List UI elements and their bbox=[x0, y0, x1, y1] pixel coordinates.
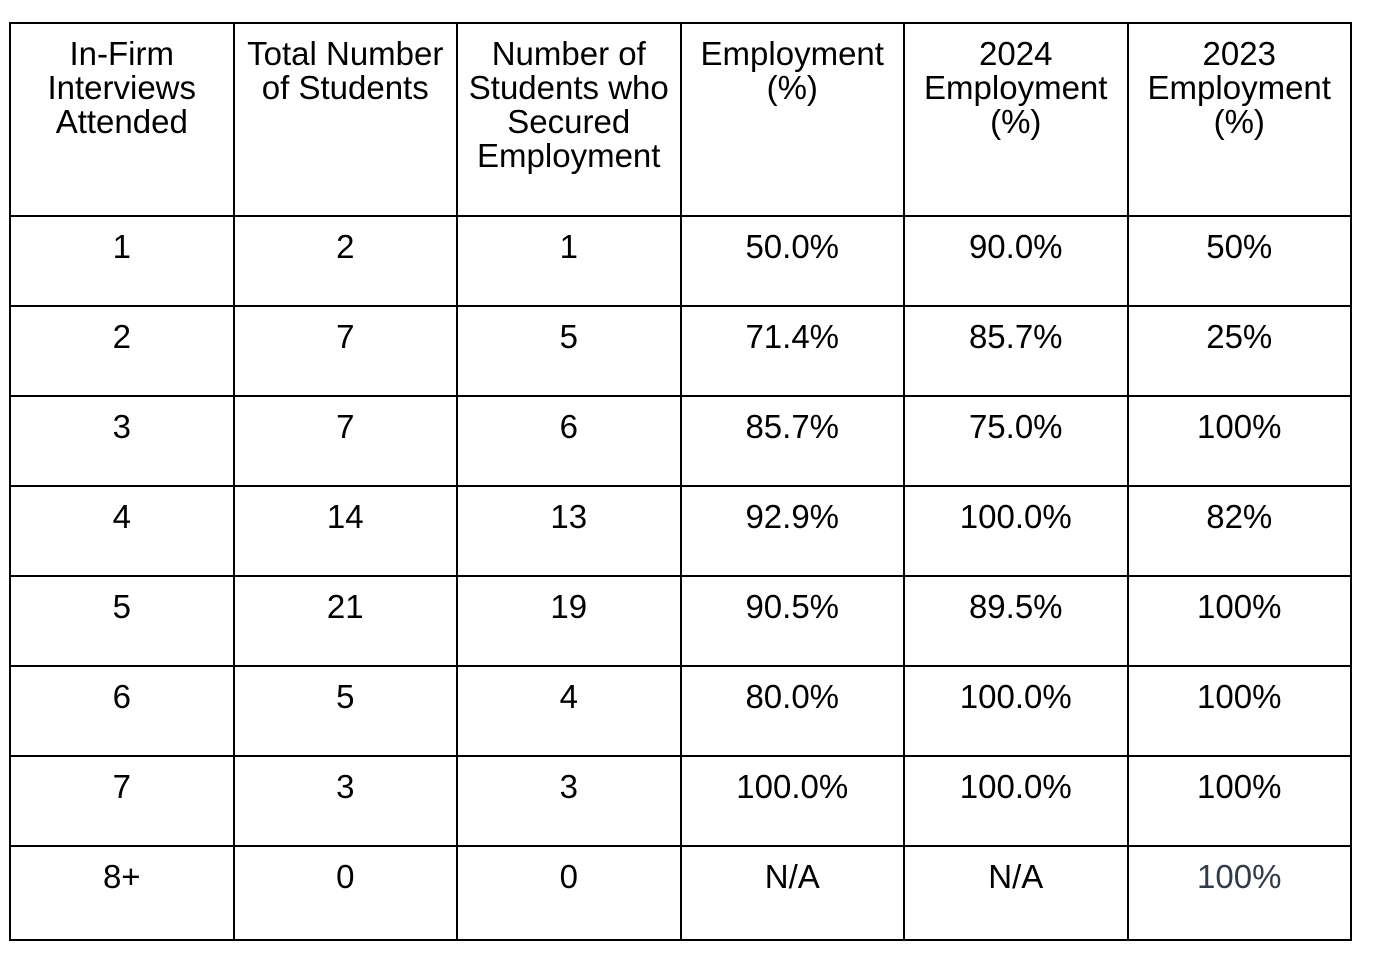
cell-secured-employment: 1 bbox=[456, 215, 682, 307]
cell-employment-pct: 100.0% bbox=[679, 755, 905, 847]
cell-total-students: 3 bbox=[232, 755, 458, 847]
cell-2023-employment-pct: 100% bbox=[1126, 575, 1352, 667]
cell-2024-employment-pct: 89.5% bbox=[903, 575, 1129, 667]
cell-total-students: 7 bbox=[232, 305, 458, 397]
table-row-interviews-3: 3 7 6 85.7% 75.0% 100% bbox=[9, 395, 1352, 487]
table-row-interviews-8-plus: 8+ 0 0 N/A N/A 100% bbox=[9, 845, 1352, 941]
cell-secured-employment: 3 bbox=[456, 755, 682, 847]
cell-2023-employment-pct: 100% bbox=[1126, 845, 1352, 941]
table-body: 1 2 1 50.0% 90.0% 50% 2 7 5 71.4% 85.7% … bbox=[9, 215, 1352, 941]
cell-2024-employment-pct: 100.0% bbox=[903, 665, 1129, 757]
cell-secured-employment: 0 bbox=[456, 845, 682, 941]
cell-total-students: 0 bbox=[232, 845, 458, 941]
cell-employment-pct: 50.0% bbox=[679, 215, 905, 307]
cell-2023-employment-pct: 82% bbox=[1126, 485, 1352, 577]
table-row-interviews-2: 2 7 5 71.4% 85.7% 25% bbox=[9, 305, 1352, 397]
cell-interviews: 4 bbox=[9, 485, 235, 577]
cell-total-students: 5 bbox=[232, 665, 458, 757]
cell-2023-employment-pct: 100% bbox=[1126, 665, 1352, 757]
cell-total-students: 14 bbox=[232, 485, 458, 577]
cell-secured-employment: 13 bbox=[456, 485, 682, 577]
cell-secured-employment: 6 bbox=[456, 395, 682, 487]
table-row-interviews-7: 7 3 3 100.0% 100.0% 100% bbox=[9, 755, 1352, 847]
cell-2023-employment-pct: 50% bbox=[1126, 215, 1352, 307]
cell-interviews: 5 bbox=[9, 575, 235, 667]
table-row-interviews-4: 4 14 13 92.9% 100.0% 82% bbox=[9, 485, 1352, 577]
cell-2023-employment-pct: 25% bbox=[1126, 305, 1352, 397]
cell-secured-employment: 5 bbox=[456, 305, 682, 397]
cell-total-students: 7 bbox=[232, 395, 458, 487]
cell-2023-employment-pct: 100% bbox=[1126, 395, 1352, 487]
cell-interviews: 8+ bbox=[9, 845, 235, 941]
cell-secured-employment: 19 bbox=[456, 575, 682, 667]
cell-2023-employment-pct: 100% bbox=[1126, 755, 1352, 847]
cell-employment-pct: N/A bbox=[679, 845, 905, 941]
cell-interviews: 1 bbox=[9, 215, 235, 307]
table-row-interviews-1: 1 2 1 50.0% 90.0% 50% bbox=[9, 215, 1352, 307]
cell-employment-pct: 92.9% bbox=[679, 485, 905, 577]
col-header-in-firm-interviews-attended: In-Firm Interviews Attended bbox=[9, 22, 235, 217]
col-header-2024-employment-percent: 2024 Employment (%) bbox=[903, 22, 1129, 217]
cell-employment-pct: 90.5% bbox=[679, 575, 905, 667]
cell-interviews: 7 bbox=[9, 755, 235, 847]
col-header-employment-percent: Employment (%) bbox=[679, 22, 905, 217]
cell-2024-employment-pct: 100.0% bbox=[903, 755, 1129, 847]
cell-interviews: 6 bbox=[9, 665, 235, 757]
header-row: In-Firm Interviews Attended Total Number… bbox=[9, 22, 1352, 217]
employment-results-table: In-Firm Interviews Attended Total Number… bbox=[9, 22, 1352, 941]
col-header-students-secured-employment: Number of Students who Secured Employmen… bbox=[456, 22, 682, 217]
cell-2024-employment-pct: 100.0% bbox=[903, 485, 1129, 577]
cell-total-students: 21 bbox=[232, 575, 458, 667]
table-row-interviews-5: 5 21 19 90.5% 89.5% 100% bbox=[9, 575, 1352, 667]
col-header-2023-employment-percent: 2023 Employment (%) bbox=[1126, 22, 1352, 217]
cell-2024-employment-pct: 85.7% bbox=[903, 305, 1129, 397]
col-header-total-number-of-students: Total Number of Students bbox=[232, 22, 458, 217]
cell-employment-pct: 71.4% bbox=[679, 305, 905, 397]
cell-2024-employment-pct: 75.0% bbox=[903, 395, 1129, 487]
cell-employment-pct: 80.0% bbox=[679, 665, 905, 757]
cell-employment-pct: 85.7% bbox=[679, 395, 905, 487]
cell-total-students: 2 bbox=[232, 215, 458, 307]
cell-interviews: 2 bbox=[9, 305, 235, 397]
table-row-interviews-6: 6 5 4 80.0% 100.0% 100% bbox=[9, 665, 1352, 757]
cell-interviews: 3 bbox=[9, 395, 235, 487]
table-header: In-Firm Interviews Attended Total Number… bbox=[9, 22, 1352, 217]
cell-2024-employment-pct: 90.0% bbox=[903, 215, 1129, 307]
cell-secured-employment: 4 bbox=[456, 665, 682, 757]
cell-2024-employment-pct: N/A bbox=[903, 845, 1129, 941]
